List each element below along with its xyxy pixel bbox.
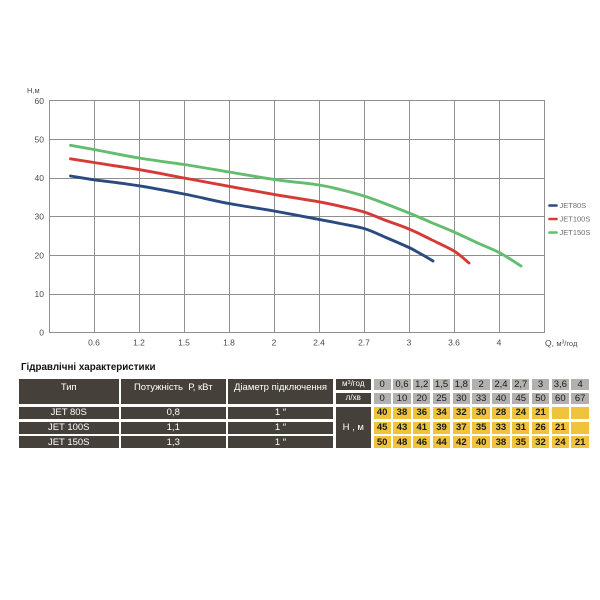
svg-text:JET100S: JET100S <box>560 215 591 224</box>
svg-text:2.4: 2.4 <box>313 338 325 348</box>
svg-text:Н,м: Н,м <box>27 86 40 95</box>
svg-text:2.7: 2.7 <box>358 338 370 348</box>
svg-text:1.2: 1.2 <box>133 338 145 348</box>
svg-text:JET150S: JET150S <box>560 228 591 237</box>
svg-text:Q, м3/год: Q, м3/год <box>545 338 578 348</box>
svg-text:0.6: 0.6 <box>88 338 100 348</box>
svg-text:1.8: 1.8 <box>223 338 235 348</box>
svg-text:3: 3 <box>407 338 412 348</box>
svg-text:3.6: 3.6 <box>448 338 460 348</box>
svg-text:2: 2 <box>272 338 277 348</box>
svg-text:50: 50 <box>35 135 45 145</box>
svg-text:4: 4 <box>497 338 502 348</box>
svg-text:40: 40 <box>35 173 45 183</box>
svg-text:0: 0 <box>39 328 44 338</box>
svg-text:10: 10 <box>35 289 45 299</box>
svg-text:JET80S: JET80S <box>560 201 587 210</box>
svg-text:20: 20 <box>35 251 45 261</box>
svg-text:30: 30 <box>35 212 45 222</box>
svg-text:1.5: 1.5 <box>178 338 190 348</box>
svg-text:60: 60 <box>35 96 45 106</box>
